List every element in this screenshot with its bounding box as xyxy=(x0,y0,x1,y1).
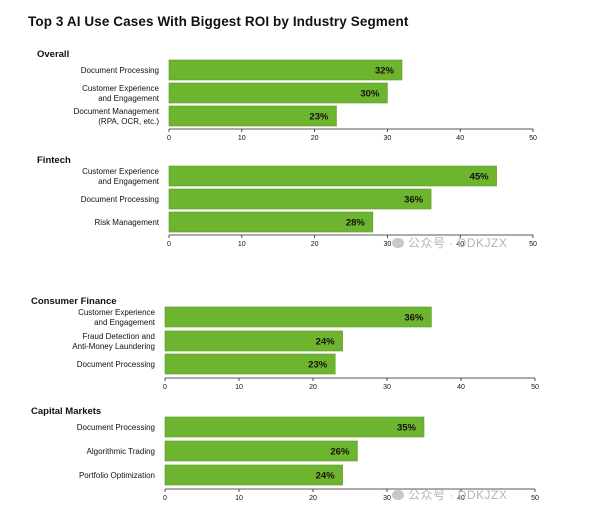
x-tick-label: 50 xyxy=(529,241,537,248)
bar xyxy=(164,353,336,375)
x-tick-label: 0 xyxy=(167,135,171,142)
chart-panel: Fintech Customer Experience and Engagement… xyxy=(37,155,537,248)
panel-title: Consumer Finance xyxy=(31,296,117,307)
bar-value-label: 45% xyxy=(470,172,490,183)
panel-title: Overall xyxy=(37,49,69,60)
x-tick-label: 20 xyxy=(311,135,319,142)
category-label-line: Document Processing xyxy=(81,195,159,204)
x-tick-label: 10 xyxy=(238,135,246,142)
bar-value-label: 26% xyxy=(330,447,350,458)
bar-value-label: 28% xyxy=(346,218,366,229)
category-label: Fraud Detection and Anti-Money Laundering xyxy=(72,332,155,351)
bar xyxy=(168,59,403,81)
x-tick-label: 50 xyxy=(531,495,539,502)
wechat-icon xyxy=(392,490,404,500)
category-label-line: and Engagement xyxy=(94,318,156,327)
x-tick-label: 30 xyxy=(383,384,391,391)
category-label-line: Document Processing xyxy=(81,66,159,75)
category-label: Customer Experience and Engagement xyxy=(82,84,160,103)
x-tick-label: 40 xyxy=(456,241,464,248)
bar xyxy=(164,464,343,486)
category-label-line: Document Management xyxy=(74,107,160,116)
x-tick-label: 40 xyxy=(456,135,464,142)
bar xyxy=(164,306,432,328)
category-label-line: Document Processing xyxy=(77,360,155,369)
category-label-line: Anti-Money Laundering xyxy=(72,342,155,351)
category-label: Algorithmic Trading xyxy=(87,447,155,456)
x-tick-label: 10 xyxy=(235,495,243,502)
x-tick-label: 40 xyxy=(457,384,465,391)
bar-value-label: 24% xyxy=(316,337,336,348)
bar xyxy=(168,82,388,104)
bar-value-label: 35% xyxy=(397,423,417,434)
bar xyxy=(168,165,497,187)
chart-main-title: Top 3 AI Use Cases With Biggest ROI by I… xyxy=(28,14,409,29)
x-tick-label: 0 xyxy=(167,241,171,248)
bar-value-label: 36% xyxy=(404,313,424,324)
bar-value-label: 23% xyxy=(308,360,328,371)
category-label: Customer Experience and Engagement xyxy=(82,167,160,186)
category-label: Document Processing xyxy=(77,423,155,432)
watermark: 公众号 · DDKJZX xyxy=(392,234,507,251)
x-tick-label: 0 xyxy=(163,495,167,502)
x-tick-label: 30 xyxy=(384,241,392,248)
bar xyxy=(164,330,343,352)
category-label: Customer Experience and Engagement xyxy=(78,308,156,327)
bar-value-label: 32% xyxy=(375,66,395,77)
category-label: Document Processing xyxy=(77,360,155,369)
category-label-line: and Engagement xyxy=(98,177,160,186)
category-label-line: Risk Management xyxy=(95,218,160,227)
panel-title: Fintech xyxy=(37,155,71,166)
x-tick-label: 10 xyxy=(238,241,246,248)
x-tick-label: 50 xyxy=(529,135,537,142)
bar-value-label: 30% xyxy=(360,89,380,100)
x-tick-label: 20 xyxy=(309,384,317,391)
bar xyxy=(164,440,358,462)
x-tick-label: 10 xyxy=(235,384,243,391)
x-tick-label: 20 xyxy=(309,495,317,502)
category-label-line: Portfolio Optimization xyxy=(79,471,155,480)
bar xyxy=(168,188,432,210)
category-label: Portfolio Optimization xyxy=(79,471,155,480)
bar xyxy=(164,416,425,438)
category-label: Document Management (RPA, OCR, etc.) xyxy=(74,107,160,126)
bar-value-label: 23% xyxy=(309,112,329,123)
x-tick-label: 20 xyxy=(311,241,319,248)
category-label: Document Processing xyxy=(81,195,159,204)
panel-title: Capital Markets xyxy=(31,406,101,417)
category-label-line: Customer Experience xyxy=(82,167,159,176)
watermark-text: 公众号 · DDKJZX xyxy=(408,236,508,250)
category-label-line: and Engagement xyxy=(98,94,160,103)
chart-panel: Overall Document Processing 32% Customer Ex… xyxy=(37,49,537,142)
bar xyxy=(168,211,374,233)
category-label-line: Algorithmic Trading xyxy=(87,447,155,456)
bar-value-label: 36% xyxy=(404,195,424,206)
watermark-text: 公众号 · DDKJZX xyxy=(408,488,508,502)
watermark: 公众号 · DDKJZX xyxy=(392,486,507,503)
category-label: Document Processing xyxy=(81,66,159,75)
wechat-icon xyxy=(392,238,404,248)
x-tick-label: 0 xyxy=(163,384,167,391)
category-label-line: Fraud Detection and xyxy=(83,332,156,341)
category-label: Risk Management xyxy=(95,218,160,227)
bar-value-label: 24% xyxy=(316,471,336,482)
bar xyxy=(168,105,337,127)
x-tick-label: 50 xyxy=(531,384,539,391)
x-tick-label: 30 xyxy=(383,495,391,502)
x-tick-label: 40 xyxy=(457,495,465,502)
category-label-line: (RPA, OCR, etc.) xyxy=(98,117,159,126)
x-tick-label: 30 xyxy=(384,135,392,142)
category-label-line: Document Processing xyxy=(77,423,155,432)
category-label-line: Customer Experience xyxy=(82,84,159,93)
chart-panel: Capital Markets Document Processing 35% Alg… xyxy=(31,406,539,502)
category-label-line: Customer Experience xyxy=(78,308,155,317)
